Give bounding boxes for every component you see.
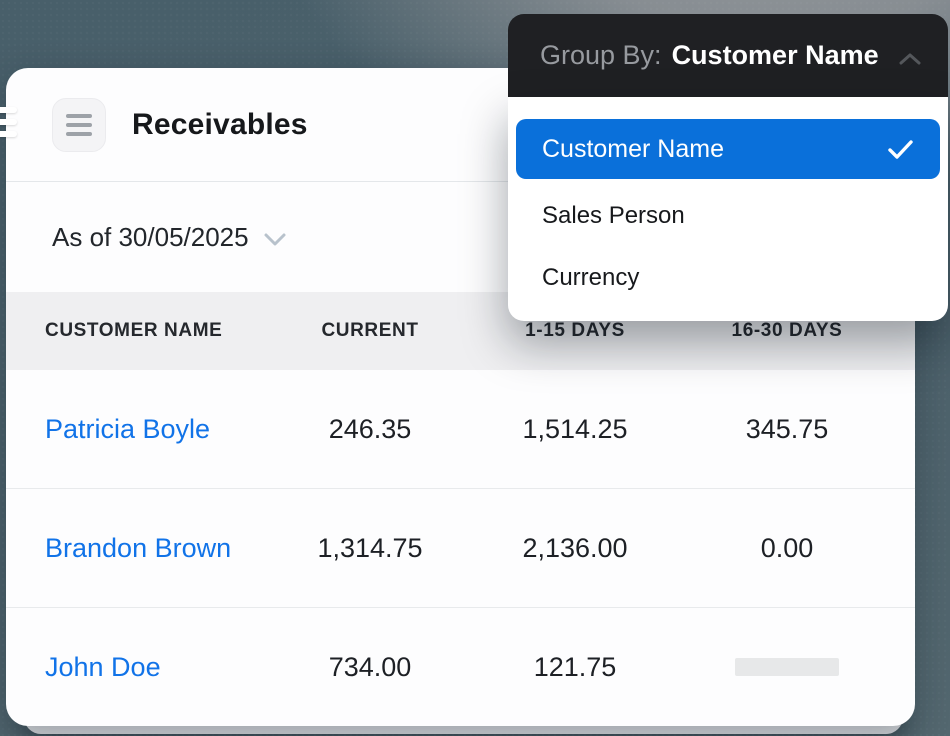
group-by-option-customer-name[interactable]: Customer Name (516, 119, 940, 179)
checkmark-icon (888, 139, 913, 159)
table-row: Patricia Boyle 246.35 1,514.25 345.75 (6, 370, 915, 489)
hamburger-peek-icon (0, 107, 17, 137)
receivables-report-card: Receivables As of 30/05/2025 CUSTOMER NA… (6, 68, 915, 726)
days-16-30-amount-cell: 0.00 (760, 532, 814, 563)
customer-name-link[interactable]: Brandon Brown (45, 532, 232, 563)
customer-name-link[interactable]: Patricia Boyle (45, 413, 211, 444)
days-1-15-amount-cell: 2,136.00 (522, 532, 628, 563)
table-body: Patricia Boyle 246.35 1,514.25 345.75 Brando… (6, 370, 915, 726)
group-by-dropdown: Group By: Customer Name Customer Name Sal… (508, 14, 948, 321)
loading-skeleton-bar (735, 657, 839, 676)
column-header-customer-name: CUSTOMER NAME (45, 320, 223, 341)
group-by-options-panel: Customer Name Sales Person Currency (508, 97, 948, 321)
date-filter-row: As of 30/05/2025 (6, 182, 915, 292)
current-amount-cell: 734.00 (328, 651, 412, 682)
table-row: Brandon Brown 1,314.75 2,136.00 0.00 (6, 489, 915, 608)
column-header-current: CURRENT (321, 320, 419, 341)
option-label: Sales Person (542, 202, 685, 229)
current-amount-cell: 1,314.75 (317, 532, 423, 563)
chevron-down-icon[interactable] (263, 232, 287, 247)
hamburger-menu-button[interactable] (52, 97, 106, 152)
hamburger-icon (66, 113, 92, 118)
group-by-option-currency[interactable]: Currency (516, 253, 940, 303)
group-by-trigger[interactable]: Group By: Customer Name (508, 14, 948, 97)
table-row: John Doe 734.00 121.75 (6, 608, 915, 726)
group-by-option-sales-person[interactable]: Sales Person (516, 191, 940, 241)
chevron-up-icon (899, 53, 921, 64)
report-header: Receivables (6, 68, 915, 182)
customer-name-cell: John Doe (45, 652, 275, 683)
group-by-selected-value: Customer Name (671, 40, 879, 70)
option-label: Currency (542, 264, 640, 291)
column-header-16-30-days: 16-30 DAYS (731, 320, 843, 341)
as-of-date-dropdown[interactable]: As of 30/05/2025 (52, 221, 249, 252)
group-by-label: Group By: (540, 40, 662, 70)
option-label: Customer Name (542, 134, 724, 163)
column-header-1-15-days: 1-15 DAYS (525, 320, 625, 341)
customer-name-cell: Patricia Boyle (45, 414, 275, 445)
days-16-30-amount-cell: 345.75 (745, 413, 829, 444)
days-1-15-amount-cell: 121.75 (533, 651, 617, 682)
page-title: Receivables (132, 107, 308, 141)
customer-name-link[interactable]: John Doe (45, 651, 161, 682)
current-amount-cell: 246.35 (328, 413, 412, 444)
days-16-30-amount-cell (685, 652, 889, 683)
days-1-15-amount-cell: 1,514.25 (522, 413, 628, 444)
customer-name-cell: Brandon Brown (45, 533, 275, 564)
